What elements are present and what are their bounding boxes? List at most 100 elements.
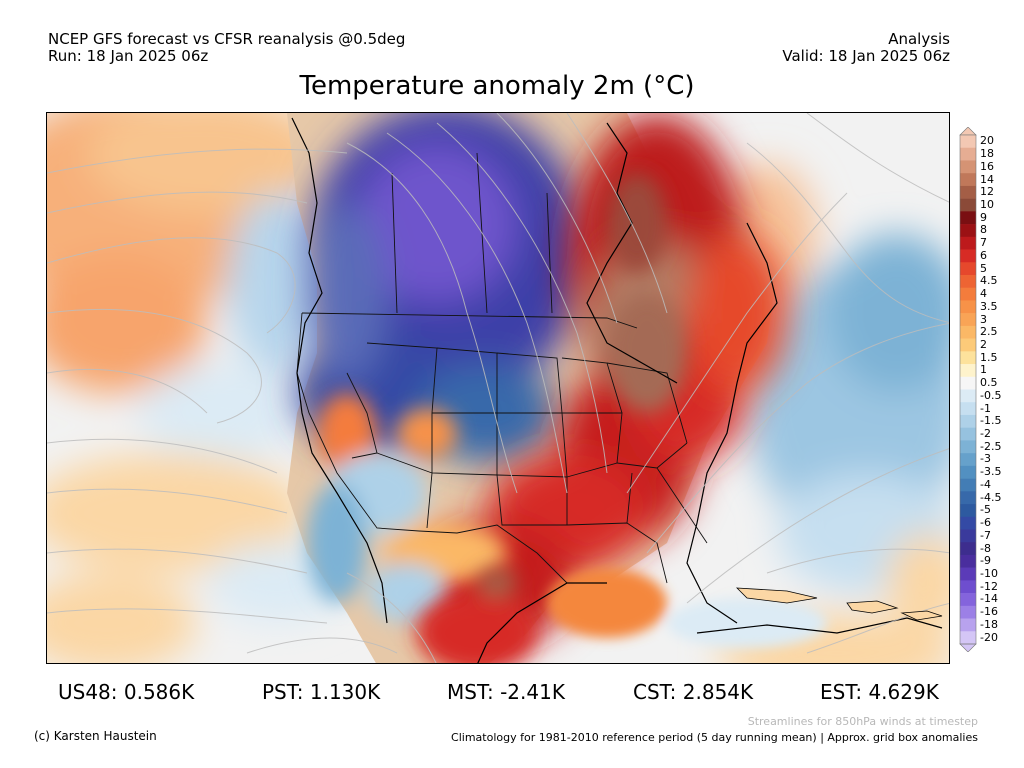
colorbar-tick-label: 7 [980,236,987,250]
colorbar-tick-label: 12 [980,185,994,199]
western-us-anomalies [307,393,507,623]
colorbar-swatch [960,580,976,594]
colorbar-tick-label: -3.5 [980,465,1002,479]
caribbean-islands [735,587,943,621]
colorbar-swatch [960,249,976,263]
colorbar-swatch [960,453,976,467]
mexico-anomalies [417,568,537,663]
warm-core-eastern-canada [607,173,687,413]
colorbar-swatch [960,593,976,607]
colorbar-tick-label: 18 [980,147,994,161]
valid-time: Valid: 18 Jan 2025 06z [782,47,950,65]
colorbar-swatch [960,351,976,365]
colorbar-swatch [960,274,976,288]
colorbar-swatches [959,127,977,652]
colorbar-swatch [960,325,976,339]
colorbar-tick-label: 9 [980,210,987,224]
colorbar-swatch [960,631,976,645]
colorbar-swatch [960,491,976,505]
colorbar-tick-label: 5 [980,261,987,275]
anomaly-colorbar: 20 18 16 14 12 10 9 8 7 6 5 4.5 4 3.5 3 2.5 2 1.5 1 0.5 -0.5… [958,127,1018,652]
colorbar-tick-label: -6 [980,516,991,530]
colorbar-swatch [960,313,976,327]
colorbar-swatch [960,605,976,619]
colorbar-swatch [960,338,976,352]
colorbar-swatch [960,529,976,543]
colorbar-tick-label: -3 [980,452,991,466]
colorbar-swatch [960,389,976,403]
us-canada-border [301,312,638,329]
colorbar-tick-label: 14 [980,172,994,186]
colorbar-tick-label: -4 [980,477,991,491]
model-description: NCEP GFS forecast vs CFSR reanalysis @0.… [48,30,406,48]
colorbar-swatch [960,504,976,518]
colorbar-swatch [960,465,976,479]
colorbar-tick-label: -14 [980,592,998,606]
colorbar-tick-label: 0.5 [980,376,998,390]
regional-stats: US48: 0.586K PST: 1.130K MST: -2.41K CST… [0,680,1024,706]
colorbar-tick-label: 4 [980,287,987,301]
colorbar-tick-label: 2 [980,337,987,351]
colorbar-swatch [960,414,976,428]
colorbar-swatch [960,147,976,161]
colorbar-tick-label: 3.5 [980,299,998,313]
stat-est: EST: 4.629K [820,680,939,704]
colorbar-tick-label: -16 [980,605,998,619]
colorbar-tick-label: -12 [980,579,998,593]
colorbar-tick-label: 6 [980,248,987,262]
run-time: Run: 18 Jan 2025 06z [48,47,209,65]
anomaly-map [46,112,950,664]
colorbar-tick-label: 8 [980,223,987,237]
colorbar-swatch [960,211,976,225]
colorbar-tick-label: -9 [980,554,991,568]
colorbar-swatch [960,198,976,212]
credit-text: (c) Karsten Haustein [34,729,157,743]
colorbar-swatch [960,567,976,581]
colorbar-tick-label: -10 [980,567,998,580]
colorbar-swatch [960,478,976,492]
wind-streamlines [47,113,949,663]
streamline-note: Streamlines for 850hPa winds at timestep [747,715,978,728]
colorbar-tick-label: -0.5 [980,388,1002,402]
colorbar-swatch [960,364,976,378]
climatology-note: Climatology for 1981-2010 reference peri… [451,731,978,744]
header-run-info: NCEP GFS forecast vs CFSR reanalysis @0.… [48,31,405,65]
colorbar-tick-label: 3 [980,312,987,326]
colorbar-swatch [960,618,976,632]
stat-us48: US48: 0.586K [58,680,195,704]
map-title: Temperature anomaly 2m (°C) [299,71,695,101]
colorbar-tick-label: 4.5 [980,274,998,288]
colorbar-max-arrow [959,127,977,136]
colorbar-tick-label: -5 [980,503,991,517]
colorbar-min-arrow [959,643,977,652]
stat-pst: PST: 1.130K [262,680,381,704]
colorbar-tick-label: 2.5 [980,325,998,339]
colorbar-swatch [960,287,976,301]
colorbar-swatch [960,554,976,568]
anomaly-map-graphic [47,113,949,663]
colorbar-swatch [960,173,976,187]
stat-cst: CST: 2.854K [633,680,754,704]
political-boundaries [296,152,708,584]
colorbar-tick-label: -7 [980,528,991,542]
colorbar-tick-label: 16 [980,159,994,173]
colorbar-swatch [960,135,976,149]
gulf-anomaly [547,568,827,648]
colorbar-swatch [960,516,976,530]
colorbar-tick-label: -2 [980,427,991,441]
colorbar-tick-label: -4.5 [980,490,1002,504]
colorbar-tick-label: -1 [980,401,991,415]
pacific-anomalies [47,113,347,663]
colorbar-tick-label: -18 [980,617,998,631]
colorbar-tick-label: 20 [980,134,994,148]
colorbar-tick-label: 10 [980,197,994,211]
analysis-label: Analysis [888,30,950,48]
colorbar-swatch [960,542,976,556]
coastlines [291,117,943,663]
colorbar-swatch [960,236,976,250]
colorbar-swatch [960,427,976,441]
colorbar-swatch [960,402,976,416]
colorbar-swatch [960,300,976,314]
colorbar-tick-label: 1 [980,363,987,377]
colorbar-tick-label: -1.5 [980,414,1002,428]
